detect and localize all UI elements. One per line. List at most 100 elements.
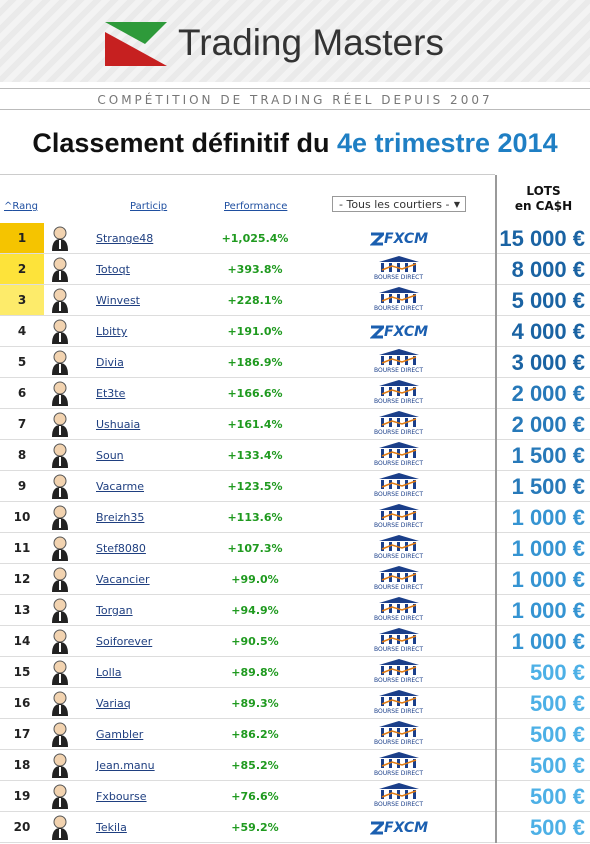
avatar xyxy=(50,350,70,379)
performance: +123.5% xyxy=(227,480,283,493)
participant-name[interactable]: Strange48 xyxy=(96,232,154,245)
table-row: 19 Fxbourse +76.6% BOURSE DIRECT 500 € xyxy=(0,781,590,812)
participant-name[interactable]: Soun xyxy=(96,449,124,462)
bourse-building xyxy=(379,752,419,768)
avatar-figure xyxy=(52,567,68,592)
prize: 500 € xyxy=(529,691,585,716)
fxcm-mark xyxy=(370,821,384,835)
table-row: 1 Strange48 +1,025.4% FXCM 15 000 € xyxy=(0,223,590,254)
performance: +186.9% xyxy=(227,356,283,369)
participant-name[interactable]: Vacarme xyxy=(96,480,145,493)
avatar-figure xyxy=(52,598,68,623)
participant-name[interactable]: Ushuaia xyxy=(96,418,141,431)
bourse-building xyxy=(379,566,419,582)
broker-name: BOURSE DIRECT xyxy=(374,677,424,684)
broker-name: BOURSE DIRECT xyxy=(374,274,424,281)
avatar xyxy=(50,629,70,658)
broker-logo: BOURSE DIRECT xyxy=(370,349,430,376)
performance: +94.9% xyxy=(231,604,279,617)
participant-name[interactable]: Et3te xyxy=(96,387,126,400)
avatar xyxy=(50,567,70,596)
rank: 4 xyxy=(17,324,27,338)
table-row: 13 Torgan +94.9% BOURSE DIRECT 1 000 € xyxy=(0,595,590,626)
broker-logo: BOURSE DIRECT xyxy=(370,380,430,407)
rank: 3 xyxy=(0,285,44,315)
table-row: 7 Ushuaia +161.4% BOURSE DIRECT 2 000 € xyxy=(0,409,590,440)
participant-header[interactable]: Particip xyxy=(130,201,168,212)
bourse-building xyxy=(379,411,419,427)
prize: 500 € xyxy=(529,784,585,809)
divider xyxy=(0,174,495,175)
participant-name[interactable]: Totoqt xyxy=(96,263,130,276)
broker-logo: FXCM xyxy=(370,814,430,841)
prize-header-1: LOTS xyxy=(526,184,561,198)
performance: +113.6% xyxy=(227,511,283,524)
broker-logo: FXCM xyxy=(370,225,430,252)
avatar xyxy=(50,226,70,255)
bourse-building xyxy=(379,349,419,365)
bourse-building xyxy=(379,597,419,613)
participant-name[interactable]: Jean.manu xyxy=(96,759,155,772)
broker-name: BOURSE DIRECT xyxy=(374,801,424,808)
broker-logo: BOURSE DIRECT xyxy=(370,690,430,717)
participant-name[interactable]: Winvest xyxy=(96,294,140,307)
broker-name: BOURSE DIRECT xyxy=(374,460,424,467)
bourse-building xyxy=(379,628,419,644)
avatar xyxy=(50,381,70,410)
performance: +76.6% xyxy=(231,790,279,803)
broker-filter[interactable]: - Tous les courtiers - ▼ xyxy=(332,196,466,212)
participant-name[interactable]: Lolla xyxy=(96,666,122,679)
performance: +90.5% xyxy=(231,635,279,648)
avatar-figure xyxy=(52,753,68,778)
avatar xyxy=(50,288,70,317)
avatar-figure xyxy=(52,536,68,561)
logo-icon xyxy=(105,22,167,66)
prize: 1 000 € xyxy=(511,536,585,561)
participant-name[interactable]: Soiforever xyxy=(96,635,153,648)
bourse-building xyxy=(379,535,419,551)
avatar xyxy=(50,505,70,534)
header-banner: Trading Masters xyxy=(0,0,590,82)
avatar-figure xyxy=(52,257,68,282)
rank-header[interactable]: Rang xyxy=(12,201,38,212)
avatar xyxy=(50,691,70,720)
rank: 12 xyxy=(13,572,31,586)
table-row: 12 Vacancier +99.0% BOURSE DIRECT 1 000 € xyxy=(0,564,590,595)
participant-name[interactable]: Breizh35 xyxy=(96,511,145,524)
avatar-figure xyxy=(52,629,68,654)
performance-header[interactable]: Performance xyxy=(224,201,288,212)
avatar-figure xyxy=(52,443,68,468)
broker-logo: BOURSE DIRECT xyxy=(370,411,430,438)
broker-name: BOURSE DIRECT xyxy=(374,646,424,653)
sort-rank[interactable]: ^Rang xyxy=(4,201,38,212)
prize: 1 000 € xyxy=(511,505,585,530)
participant-name[interactable]: Lbitty xyxy=(96,325,128,338)
participant-name[interactable]: Gambler xyxy=(96,728,144,741)
table-row: 4 Lbitty +191.0% FXCM 4 000 € xyxy=(0,316,590,347)
broker-filter-label[interactable]: - Tous les courtiers - xyxy=(339,198,450,211)
rank: 15 xyxy=(13,665,31,679)
participant-name[interactable]: Variaq xyxy=(96,697,131,710)
broker-name: BOURSE DIRECT xyxy=(374,398,424,405)
bourse-building xyxy=(379,473,419,489)
participant-name[interactable]: Torgan xyxy=(96,604,133,617)
participant-name[interactable]: Vacancier xyxy=(96,573,150,586)
participant-name[interactable]: Tekila xyxy=(96,821,127,834)
performance: +393.8% xyxy=(227,263,283,276)
prize: 500 € xyxy=(529,815,585,840)
avatar-figure xyxy=(52,784,68,809)
participant-name[interactable]: Stef8080 xyxy=(96,542,146,555)
avatar-figure xyxy=(52,474,68,499)
table-row: 10 Breizh35 +113.6% BOURSE DIRECT 1 000 € xyxy=(0,502,590,533)
participant-name[interactable]: Fxbourse xyxy=(96,790,147,803)
avatar xyxy=(50,784,70,813)
participant-name[interactable]: Divia xyxy=(96,356,124,369)
title-prefix: Classement définitif du xyxy=(32,128,337,158)
table-row: 18 Jean.manu +85.2% BOURSE DIRECT 500 € xyxy=(0,750,590,781)
table-row: 2 Totoqt +393.8% BOURSE DIRECT 8 000 € xyxy=(0,254,590,285)
avatar xyxy=(50,474,70,503)
broker-logo: BOURSE DIRECT xyxy=(370,597,430,624)
page-title: Classement définitif du 4e trimestre 201… xyxy=(0,128,590,159)
performance: +89.3% xyxy=(231,697,279,710)
